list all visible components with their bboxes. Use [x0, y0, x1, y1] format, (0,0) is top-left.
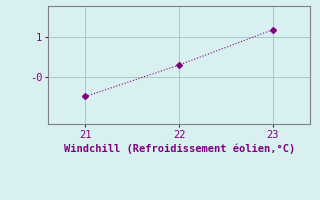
- X-axis label: Windchill (Refroidissement éolien,°C): Windchill (Refroidissement éolien,°C): [64, 144, 295, 154]
